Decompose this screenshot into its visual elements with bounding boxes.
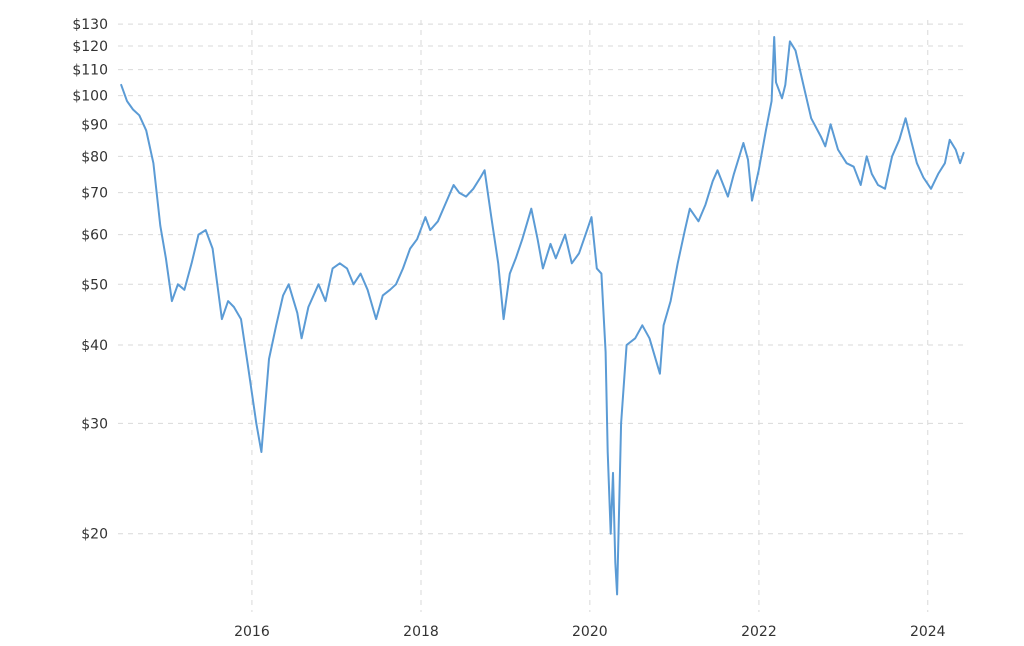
y-tick-label: $40 [81, 338, 108, 354]
y-axis-tick-labels: $130 $120 $110 $100 $90 $80 $70 $60 $50 $40 $30 $20 [72, 17, 108, 543]
x-tick-label: 2018 [403, 624, 439, 640]
x-tick-label: 2022 [741, 624, 777, 640]
y-tick-label: $130 [72, 17, 108, 33]
y-tick-label: $30 [81, 416, 108, 432]
x-tick-label: 2020 [572, 624, 608, 640]
series-group [120, 36, 965, 596]
y-tick-label: $90 [81, 117, 108, 133]
y-tick-label: $50 [81, 277, 108, 293]
price-line [120, 36, 965, 596]
y-tick-label: $120 [72, 39, 108, 55]
y-tick-label: $70 [81, 186, 108, 202]
y-gridlines [118, 23, 965, 535]
x-axis-tick-labels: 2016 2018 2020 2022 2024 [234, 624, 946, 640]
y-tick-label: $80 [81, 149, 108, 165]
y-tick-label: $110 [72, 63, 108, 79]
x-tick-label: 2016 [234, 624, 270, 640]
y-tick-label: $100 [72, 89, 108, 105]
x-tick-label: 2024 [910, 624, 946, 640]
y-tick-label: $60 [81, 228, 108, 244]
x-gridlines [251, 20, 929, 612]
y-tick-label: $20 [81, 527, 108, 543]
